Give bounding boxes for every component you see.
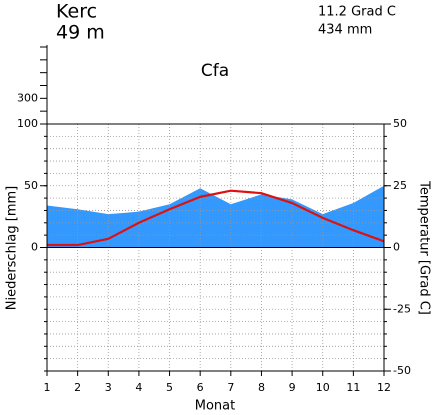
x-tick-label: 4 [135,381,142,394]
y-tick-label: 100 [17,117,38,130]
y2-tick-label: -25 [393,302,411,315]
x-tick-label: 3 [105,381,112,394]
y2-tick-label: 0 [393,241,400,254]
y2-tick-label: 50 [393,117,407,130]
precipitation-area [47,185,384,248]
x-axis-label: Monat [195,399,235,414]
y-tick-label: 0 [31,241,38,254]
y2-tick-label: 25 [393,179,407,192]
x-tick-label: 12 [377,381,391,394]
x-tick-label: 2 [74,381,81,394]
y2-tick-label: -50 [393,364,411,377]
x-tick-label: 11 [346,381,360,394]
y-tick-label: 50 [24,179,38,192]
x-tick-label: 5 [166,381,173,394]
annual-precipitation: 434 mm [318,23,372,38]
x-tick-label: 9 [289,381,296,394]
temperature-line [47,189,385,247]
y-axis-label: Niederschlag [mm] [5,186,20,311]
mean-temperature: 11.2 Grad C [318,5,396,20]
x-tick-label: 7 [227,381,234,394]
climate-class: Cfa [201,61,229,81]
station: Kerc [56,1,97,23]
x-tick-label: 10 [316,381,330,394]
y-upper-tick-label: 300 [17,91,38,104]
x-tick-label: 6 [197,381,204,394]
x-tick-label: 8 [258,381,265,394]
elevation: 49 m [56,22,105,44]
y2-axis-label: Temperatur [Grad C] [417,180,432,315]
x-tick-label: 1 [44,381,51,394]
